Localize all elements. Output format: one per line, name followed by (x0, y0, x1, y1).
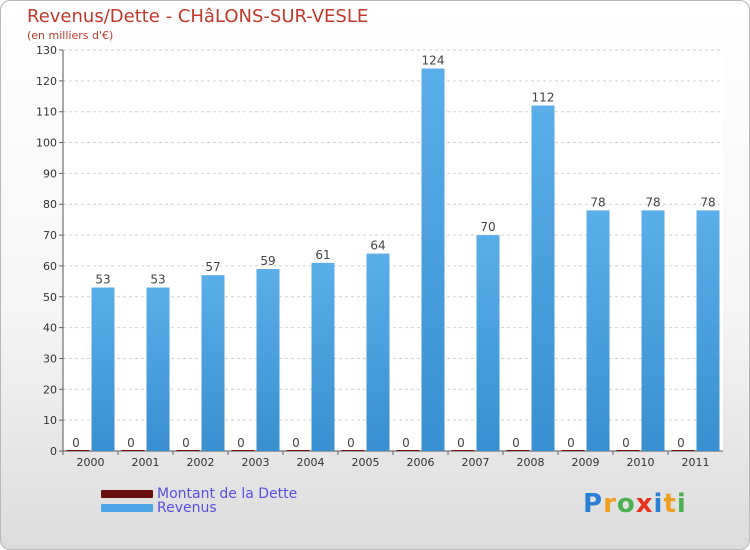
x-tick-label: 2006 (407, 456, 435, 469)
data-label-dette: 0 (127, 436, 135, 450)
bar-dette (671, 450, 695, 451)
y-tick-label: 120 (36, 75, 57, 88)
bar-dette (231, 450, 255, 451)
data-label-revenus: 70 (480, 220, 495, 234)
chart-subtitle: (en milliers d'€) (27, 29, 114, 42)
y-tick-label: 90 (43, 167, 57, 180)
x-tick-label: 2003 (242, 456, 270, 469)
data-label-revenus: 53 (95, 273, 110, 287)
data-label-revenus: 78 (645, 195, 660, 209)
data-label-revenus: 112 (532, 91, 555, 105)
legend-label-dette: Montant de la Dette (157, 486, 298, 502)
legend-item-revenus: Revenus (101, 500, 297, 516)
logo-letter: i (653, 489, 664, 519)
plot-area (63, 50, 723, 451)
legend: Montant de la Dette Revenus (101, 486, 298, 516)
data-label-dette: 0 (347, 436, 355, 450)
bar-revenus (476, 235, 500, 451)
data-label-revenus: 64 (370, 239, 385, 253)
bar-revenus (421, 68, 445, 451)
y-tick-label: 10 (43, 414, 57, 427)
data-label-revenus: 59 (260, 254, 275, 268)
y-tick-label: 20 (43, 383, 57, 396)
data-label-dette: 0 (677, 436, 685, 450)
bar-revenus (696, 210, 720, 451)
bar-dette (616, 450, 640, 451)
bar-dette (176, 450, 200, 451)
data-label-dette: 0 (512, 436, 520, 450)
bar-revenus (586, 210, 610, 451)
x-tick-label: 2001 (132, 456, 160, 469)
x-tick-label: 2011 (682, 456, 710, 469)
bar-dette (341, 450, 365, 451)
bar-dette (66, 450, 90, 451)
data-label-dette: 0 (402, 436, 410, 450)
bar-dette (561, 450, 585, 451)
data-label-dette: 0 (237, 436, 245, 450)
data-label-revenus: 53 (150, 273, 165, 287)
x-tick-label: 2000 (77, 456, 105, 469)
data-label-dette: 0 (292, 436, 300, 450)
x-tick-label: 2010 (627, 456, 655, 469)
data-label-dette: 0 (72, 436, 80, 450)
y-tick-label: 70 (43, 229, 57, 242)
legend-item-dette: Montant de la Dette (101, 486, 298, 502)
data-label-revenus: 57 (205, 260, 220, 274)
chart-title: Revenus/Dette - CHâLONS-SUR-VESLE (27, 6, 369, 27)
bar-revenus (311, 262, 335, 451)
bar-dette (121, 450, 145, 451)
y-tick-label: 130 (36, 44, 57, 57)
bar-revenus (256, 269, 280, 451)
data-label-revenus: 78 (590, 195, 605, 209)
x-tick-label: 2009 (572, 456, 600, 469)
logo-letter: o (616, 489, 636, 519)
bar-dette (506, 450, 530, 451)
bar-revenus (146, 287, 170, 451)
x-tick-label: 2002 (187, 456, 215, 469)
y-tick-label: 50 (43, 291, 57, 304)
bar-revenus (641, 210, 665, 451)
bar-revenus (366, 253, 390, 451)
x-tick-label: 2008 (517, 456, 545, 469)
bar-revenus (91, 287, 115, 451)
bar-dette (286, 450, 310, 451)
logo-letter: t (663, 489, 677, 519)
y-tick-label: 100 (36, 137, 57, 150)
data-label-revenus: 124 (422, 54, 445, 68)
x-tick-label: 2005 (352, 456, 380, 469)
logo-letter: i (676, 489, 687, 519)
x-tick-label: 2007 (462, 456, 490, 469)
data-label-dette: 0 (622, 436, 630, 450)
data-label-revenus: 78 (700, 195, 715, 209)
legend-label-revenus: Revenus (157, 500, 217, 516)
logo-letter: P (583, 489, 604, 519)
legend-swatch-dette (101, 490, 153, 498)
y-tick-label: 30 (43, 352, 57, 365)
bar-dette (451, 450, 475, 451)
logo-letter: x (635, 489, 654, 519)
bar-dette (396, 450, 420, 451)
data-label-dette: 0 (567, 436, 575, 450)
legend-swatch-revenus (101, 504, 153, 512)
y-tick-label: 60 (43, 260, 57, 273)
y-tick-label: 110 (36, 106, 57, 119)
y-tick-label: 0 (50, 445, 57, 458)
data-label-dette: 0 (182, 436, 190, 450)
y-tick-label: 80 (43, 198, 57, 211)
logo-letter: r (603, 489, 617, 519)
data-label-dette: 0 (457, 436, 465, 450)
bar-revenus (531, 105, 555, 452)
proxiti-logo: Proxiti (583, 489, 687, 519)
y-tick-label: 40 (43, 322, 57, 335)
bar-revenus (201, 275, 225, 451)
x-tick-label: 2004 (297, 456, 325, 469)
data-label-revenus: 61 (315, 248, 330, 262)
